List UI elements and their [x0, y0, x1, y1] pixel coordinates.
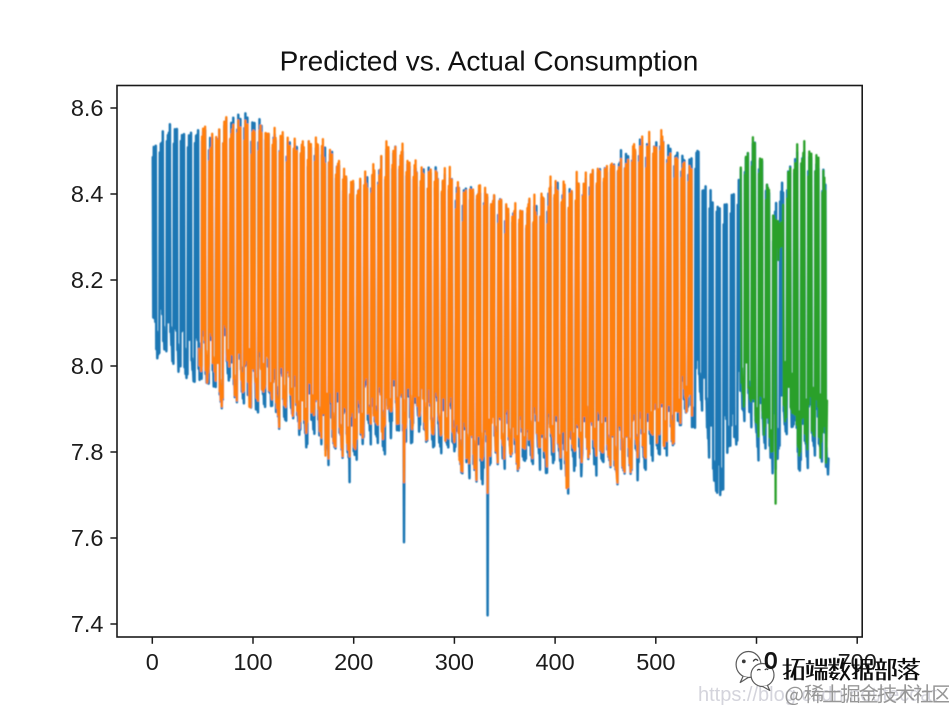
svg-text:8.0: 8.0: [71, 353, 104, 379]
svg-text:7.6: 7.6: [71, 525, 104, 551]
svg-text:300: 300: [435, 649, 474, 675]
svg-text:200: 200: [334, 649, 373, 675]
svg-text:8.4: 8.4: [71, 181, 104, 207]
svg-text:7.4: 7.4: [71, 611, 104, 637]
svg-text:0: 0: [764, 648, 777, 674]
svg-text:0: 0: [146, 649, 159, 675]
svg-text:500: 500: [636, 649, 675, 675]
svg-text:400: 400: [535, 649, 574, 675]
svg-text:Predicted vs. Actual Consumpti: Predicted vs. Actual Consumption: [280, 46, 699, 77]
svg-text:100: 100: [233, 649, 272, 675]
svg-text:8.6: 8.6: [71, 95, 104, 121]
svg-text:7.8: 7.8: [71, 439, 104, 465]
svg-text:8.2: 8.2: [71, 267, 104, 293]
